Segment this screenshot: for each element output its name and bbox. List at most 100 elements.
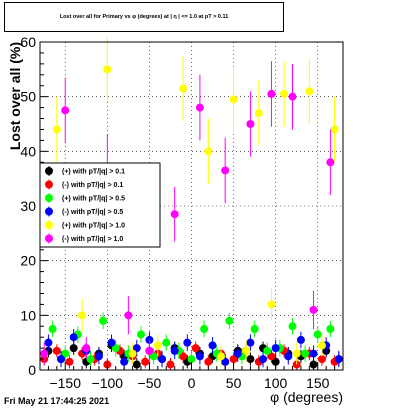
- data-point: [78, 311, 87, 320]
- data-point: [170, 210, 179, 219]
- data-point: [120, 357, 129, 366]
- data-point: [250, 325, 259, 333]
- legend-entry: (-) with pT/|q| > 1.0: [45, 233, 123, 244]
- data-point: [61, 106, 70, 115]
- data-point: [317, 355, 326, 364]
- data-point: [166, 360, 175, 369]
- y-tick-label: 0: [28, 362, 36, 378]
- data-point: [94, 352, 103, 361]
- legend-marker: [45, 221, 53, 229]
- y-tick-label: 40: [20, 143, 36, 159]
- series-5: [52, 36, 339, 368]
- legend-marker: [45, 180, 53, 189]
- data-point: [233, 349, 242, 358]
- data-point: [179, 84, 188, 93]
- data-point: [170, 346, 179, 355]
- data-point: [132, 344, 141, 353]
- data-point: [195, 103, 204, 112]
- data-point: [246, 355, 255, 364]
- data-point: [242, 346, 251, 355]
- data-point: [313, 330, 322, 339]
- x-axis-label: φ (degrees): [270, 389, 343, 405]
- data-point: [57, 355, 66, 364]
- y-tick-label: 30: [20, 198, 36, 214]
- x-tick-label: 50: [226, 375, 242, 391]
- data-point: [267, 300, 276, 309]
- legend-marker: [45, 167, 53, 175]
- data-point: [162, 338, 171, 347]
- data-point: [69, 333, 78, 342]
- legend-marker: [45, 207, 53, 216]
- legend-label: (+) with pT/|q| > 1.0: [62, 223, 125, 230]
- data-point: [137, 330, 145, 339]
- data-point: [301, 349, 310, 358]
- data-point: [267, 352, 276, 361]
- data-point: [271, 357, 280, 366]
- legend-marker: [45, 194, 53, 202]
- data-point: [86, 355, 95, 364]
- data-point: [187, 355, 196, 364]
- data-point: [128, 349, 137, 358]
- data-point: [330, 125, 339, 134]
- data-point: [254, 109, 263, 118]
- data-point: [195, 352, 204, 361]
- data-point: [334, 355, 343, 364]
- data-point: [326, 325, 335, 333]
- data-point: [124, 311, 133, 320]
- data-point: [288, 322, 297, 331]
- data-point: [52, 346, 61, 355]
- x-tick-label: 100: [264, 375, 288, 391]
- data-point: [200, 325, 209, 333]
- data-point: [296, 335, 305, 344]
- data-point: [216, 352, 225, 361]
- data-point: [259, 355, 268, 364]
- data-point: [309, 305, 318, 314]
- data-point: [65, 357, 74, 366]
- data-point: [305, 87, 314, 96]
- data-point: [309, 349, 318, 358]
- data-point: [267, 89, 276, 98]
- data-point: [153, 341, 162, 350]
- data-point: [48, 325, 57, 333]
- legend-label: (-) with pT/|q| > 1.0: [62, 236, 123, 243]
- data-point: [317, 341, 326, 350]
- data-point: [309, 360, 318, 369]
- data-point: [82, 344, 91, 353]
- data-point: [141, 357, 150, 366]
- data-point: [111, 344, 120, 353]
- series-4: [44, 329, 343, 370]
- x-tick-label: −150: [49, 375, 81, 391]
- legend-entry: (+) with pT/|q| > 0.1: [45, 166, 125, 176]
- x-tick-label: 0: [188, 375, 196, 391]
- data-point: [246, 338, 255, 347]
- data-point: [208, 341, 217, 350]
- data-point: [52, 125, 61, 134]
- legend-entry: (+) with pT/|q| > 0.5: [45, 193, 125, 203]
- data-point: [191, 344, 200, 353]
- y-axis-label: Lost over all (%): [7, 42, 23, 150]
- data-point: [263, 346, 272, 355]
- legend-entry: (-) with pT/|q| > 0.1: [45, 179, 123, 190]
- legend: (+) with pT/|q| > 0.1 (-) with pT/|q| > 0…: [39, 162, 161, 248]
- legend-label: (+) with pT/|q| > 0.1: [62, 169, 125, 176]
- x-tick-label: 150: [306, 375, 330, 391]
- data-point: [99, 316, 108, 325]
- data-point: [44, 338, 53, 347]
- data-point: [107, 338, 116, 347]
- chart-title: Lost over all for Primary vs φ (degrees)…: [4, 2, 284, 32]
- data-point: [221, 357, 230, 366]
- data-point: [132, 360, 141, 369]
- y-tick-label: 20: [20, 253, 36, 269]
- data-point: [229, 355, 238, 364]
- data-point: [204, 357, 213, 366]
- data-point: [179, 352, 188, 361]
- data-point: [149, 352, 158, 361]
- y-tick-label: 50: [20, 89, 36, 105]
- data-point: [103, 65, 112, 74]
- legend-label: (-) with pT/|q| > 0.1: [62, 182, 123, 189]
- data-point: [225, 316, 234, 325]
- legend-entry: (-) with pT/|q| > 0.5: [45, 206, 123, 217]
- data-point: [292, 349, 301, 358]
- data-point: [284, 352, 293, 361]
